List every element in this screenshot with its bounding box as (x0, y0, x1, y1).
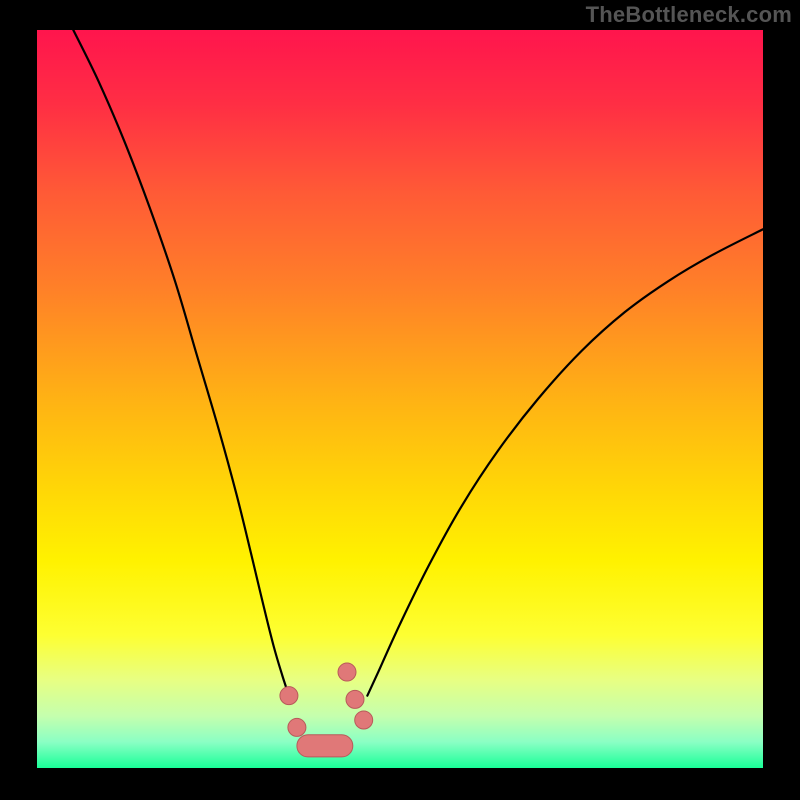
marker-left (280, 687, 298, 705)
marker-right (338, 663, 356, 681)
marker-right (346, 690, 364, 708)
watermark-text: TheBottleneck.com (586, 2, 792, 28)
chart-svg (0, 0, 800, 800)
chart-outer: TheBottleneck.com (0, 0, 800, 800)
valley-bar (297, 735, 353, 757)
plot-background (37, 30, 763, 768)
marker-right (355, 711, 373, 729)
marker-left (288, 718, 306, 736)
